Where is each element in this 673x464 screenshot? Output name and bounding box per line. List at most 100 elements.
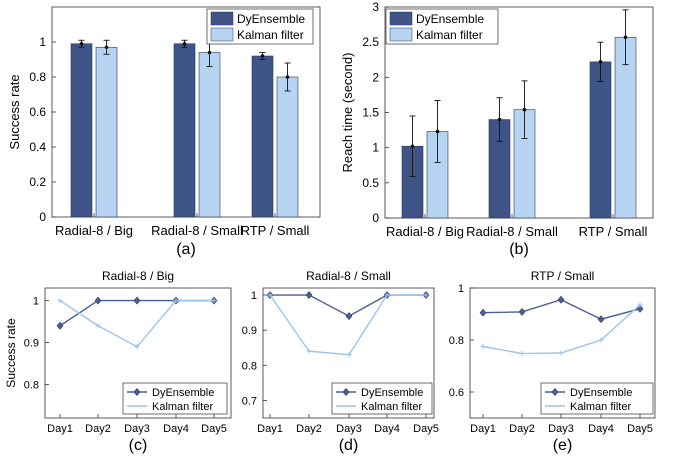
y-tick-label: 0.9 — [24, 338, 39, 350]
legend-marker — [551, 388, 559, 396]
x-tick-label: Day1 — [470, 423, 496, 435]
plot-frame — [262, 287, 435, 419]
panel-label: (a) — [176, 241, 196, 258]
panel-label: (b) — [509, 241, 529, 258]
x-tick-label: Day4 — [588, 423, 614, 435]
marker-kalman — [267, 292, 273, 298]
legend-label: DyEnsemble — [416, 12, 484, 26]
chart-e: 0.6 0.8 1 RTP / Small Day1 Day2 Day3 Day4 Day5 Dy… — [449, 269, 656, 454]
marker-kalman — [211, 298, 217, 304]
y-tick-label: 0.8 — [29, 70, 46, 84]
legend: DyEnsemble Kalman filter — [331, 382, 433, 415]
x-tick-label: Day3 — [336, 423, 362, 435]
x-tick-label: Day1 — [257, 423, 283, 435]
legend-box — [122, 382, 228, 415]
x-tick-label: Day2 — [296, 423, 322, 435]
chart-title: RTP / Small — [531, 269, 595, 283]
plot-frame — [44, 287, 232, 419]
legend-label: Kalman filter — [152, 401, 213, 413]
marker-kalman — [637, 302, 643, 308]
marker-dyensemble — [597, 315, 605, 324]
legend-marker — [342, 388, 350, 396]
marker-kalman — [480, 344, 486, 349]
bar-kalman — [198, 52, 221, 218]
mean-point — [182, 41, 187, 46]
mean-point — [435, 129, 440, 134]
marker-kalman — [598, 337, 604, 343]
y-tick-label: 0 — [39, 210, 46, 224]
y-tick-label: 1 — [33, 296, 39, 308]
chart-title: Radial-8 / Big — [102, 269, 174, 283]
marker-kalman — [173, 298, 179, 304]
x-tick-label: Day4 — [163, 423, 189, 435]
panel-label: (e) — [553, 437, 573, 454]
marker-dyensemble — [518, 307, 526, 316]
marker-dyensemble — [345, 312, 353, 321]
y-tick-label: 0.8 — [449, 335, 464, 347]
x-tick-label: Day5 — [413, 423, 439, 435]
x-tick-label: Day3 — [124, 423, 150, 435]
mean-point — [79, 41, 84, 46]
x-tick-label: Day1 — [47, 423, 73, 435]
mean-point — [623, 35, 628, 40]
chart-c: 0.8 0.9 1 Radial-8 / Big Day1 Day2 Day3 Day4 Day… — [4, 269, 232, 454]
legend-box — [331, 382, 433, 415]
x-tick-label: Radial-8 / Big — [386, 224, 464, 239]
legend-label: DyEnsemble — [152, 387, 214, 399]
marker-kalman — [519, 351, 525, 357]
legend-label: DyEnsemble — [361, 387, 423, 399]
bar-kalman — [95, 46, 118, 218]
y-axis-label: Success rate — [7, 74, 22, 149]
legend-marker — [133, 388, 141, 396]
x-tick-label: Day5 — [627, 423, 653, 435]
legend-swatch — [389, 11, 413, 26]
y-tick-label: 3 — [372, 0, 379, 14]
legend-label: Kalman filter — [237, 28, 304, 42]
marker-dyensemble — [305, 291, 313, 299]
y-tick-label: 0.9 — [242, 325, 257, 337]
y-axis-label: Reach time (second) — [340, 53, 355, 173]
legend-swatch — [210, 11, 234, 26]
marker-kalman — [423, 292, 429, 298]
y-tick-label: 0.8 — [242, 360, 257, 372]
mean-point — [285, 75, 290, 79]
x-tick-label: RTP / Small — [579, 224, 648, 239]
chart-d: 0.7 0.8 0.9 1 Radial-8 / Small Day1 Day2 Day3 Da… — [242, 269, 439, 454]
marker-kalman — [384, 292, 390, 298]
legend: DyEnsemble Kalman filter — [385, 8, 499, 45]
y-tick-label: 0.6 — [29, 105, 46, 119]
y-tick-label: 0.5 — [362, 176, 379, 190]
y-tick-label: 1 — [39, 35, 46, 49]
chart-a: 0 0.2 0.4 0.6 0.8 1 Radial-8 / Big Radial-8 / S… — [7, 6, 321, 258]
chart-title: Radial-8 / Small — [306, 269, 391, 283]
mean-point — [497, 117, 502, 122]
chart-b: 0 0.5 1 1.5 2 2.5 3 Radial-8 / Big Radial-8 / Sm… — [340, 0, 654, 258]
panel-label: (d) — [339, 437, 359, 454]
legend-swatch — [389, 27, 413, 42]
bar-dyensemble — [251, 55, 274, 218]
marker-kalman — [306, 348, 312, 354]
x-tick-label: Day2 — [509, 423, 535, 435]
x-tick-label: Day5 — [201, 423, 227, 435]
y-tick-label: 1 — [251, 290, 257, 302]
plot-frame — [469, 287, 656, 419]
mean-point — [522, 107, 527, 112]
legend: DyEnsemble Kalman filter — [540, 382, 654, 415]
bar-dyensemble — [589, 61, 612, 219]
legend-label: DyEnsemble — [237, 12, 305, 26]
bar-dyensemble — [70, 43, 93, 218]
legend: DyEnsemble Kalman filter — [122, 382, 228, 415]
line-dyensemble — [270, 294, 426, 317]
y-axis-label: Success rate — [4, 318, 18, 388]
marker-dyensemble — [133, 296, 141, 305]
mean-point — [598, 60, 603, 64]
panel-label: (c) — [129, 437, 148, 454]
y-tick-label: 1 — [458, 283, 464, 295]
y-tick-label: 1 — [372, 141, 379, 155]
x-tick-label: Day2 — [85, 423, 111, 435]
y-tick-label: 0.7 — [242, 395, 257, 407]
marker-kalman — [558, 350, 564, 356]
mean-point — [260, 54, 265, 58]
x-tick-label: Radial-8 / Big — [55, 223, 133, 238]
